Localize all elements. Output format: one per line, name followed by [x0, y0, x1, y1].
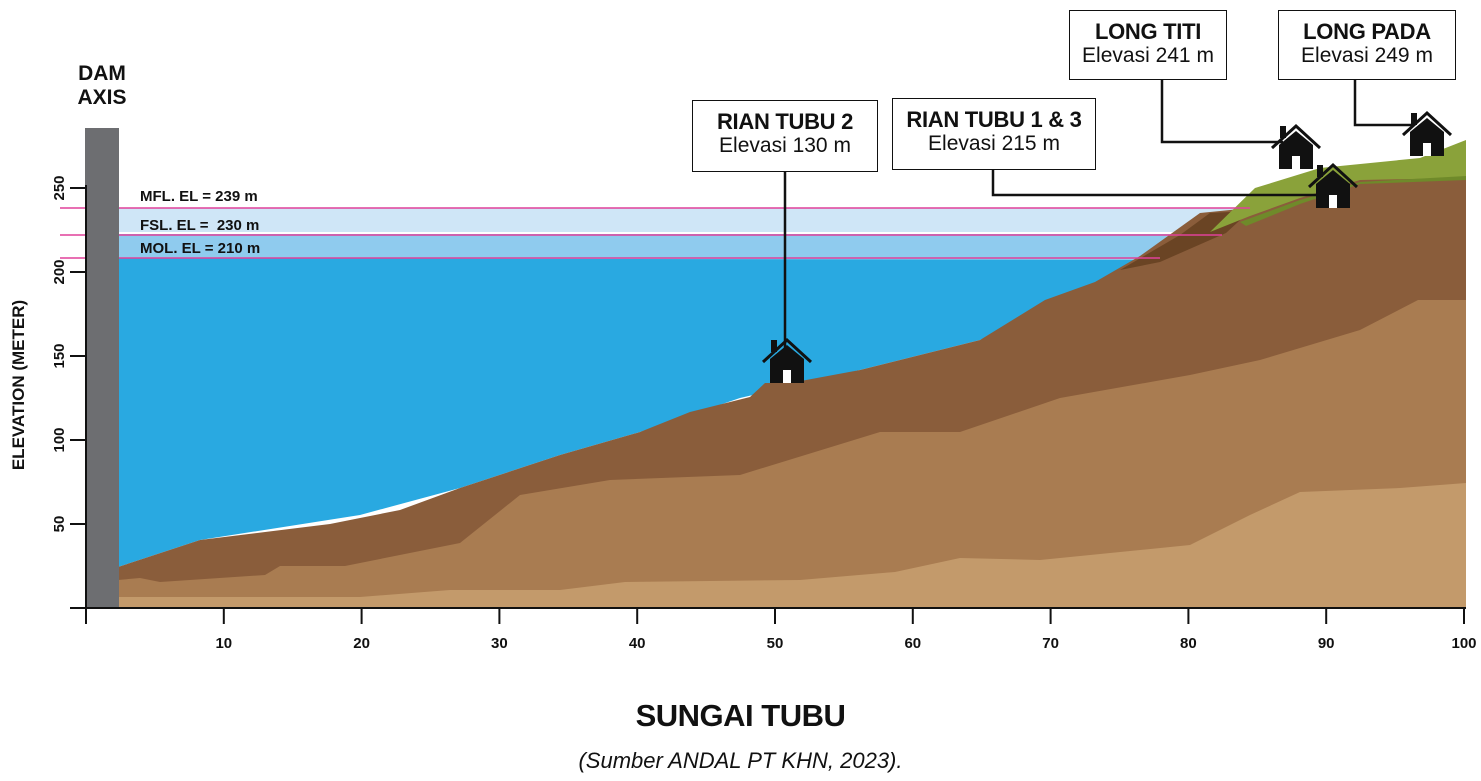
- x-tick-label: 40: [629, 635, 646, 652]
- leader-long-pada: [1353, 80, 1412, 127]
- reservoir-water: [118, 258, 1140, 567]
- x-tick-label: 80: [1180, 635, 1197, 652]
- x-tick-label: 20: [353, 635, 370, 652]
- dam-axis-label-line1: DAM: [78, 62, 126, 85]
- source-caption: (Sumber ANDAL PT KHN, 2023).: [578, 748, 903, 773]
- mol-label: MOL. EL = 210 m: [140, 240, 260, 257]
- settlement-elevation: Elevasi 130 m: [719, 134, 851, 158]
- settlement-name: LONG PADA: [1303, 19, 1431, 44]
- y-axis-label: ELEVATION (METER): [9, 300, 28, 470]
- y-axis-ticks: 50 100 150 200 250: [51, 175, 86, 609]
- settlement-elevation: Elevasi 215 m: [928, 132, 1060, 156]
- settlement-elevation: Elevasi 249 m: [1301, 44, 1433, 68]
- x-axis-ticks: 10 20 30 40 50 60 70 80 90 100: [85, 608, 1477, 652]
- x-tick-label: 10: [215, 635, 232, 652]
- leader-long-titi: [1160, 80, 1283, 144]
- callout-rian-tubu-1-3: RIAN TUBU 1 & 3 Elevasi 215 m: [892, 98, 1096, 170]
- x-tick-label: 100: [1451, 635, 1476, 652]
- house-icon: [1401, 110, 1453, 156]
- soil-layer-bottom: [118, 483, 1466, 608]
- x-tick-label: 60: [904, 635, 921, 652]
- settlement-name: RIAN TUBU 1 & 3: [906, 107, 1082, 132]
- house-icon: [761, 337, 813, 383]
- y-tick-label: 200: [51, 259, 68, 284]
- leader-rian-tubu-1-3: [991, 170, 1325, 197]
- house-icon: [1270, 123, 1322, 169]
- y-tick-label: 150: [51, 343, 68, 368]
- diagram-title: SUNGAI TUBU: [635, 698, 846, 733]
- y-tick-label: 100: [51, 427, 68, 452]
- x-tick-label: 70: [1042, 635, 1059, 652]
- y-tick-label: 50: [51, 516, 68, 533]
- callout-long-pada: LONG PADA Elevasi 249 m: [1278, 10, 1456, 80]
- x-tick-label: 50: [767, 635, 784, 652]
- x-tick-label: 90: [1318, 635, 1335, 652]
- mfl-label: MFL. EL = 239 m: [140, 188, 258, 205]
- callout-rian-tubu-2: RIAN TUBU 2 Elevasi 130 m: [692, 100, 878, 172]
- grass-shade: [1240, 176, 1466, 226]
- dam-axis-label: DAM AXIS: [66, 62, 138, 110]
- settlement-name: RIAN TUBU 2: [716, 109, 854, 134]
- y-tick-label: 250: [51, 175, 68, 200]
- x-tick-label: 30: [491, 635, 508, 652]
- house-icon: [1307, 162, 1359, 208]
- callout-long-titi: LONG TITI Elevasi 241 m: [1069, 10, 1227, 80]
- mfl-band: [118, 208, 1246, 232]
- fsl-label: FSL. EL = 230 m: [140, 217, 259, 234]
- dam-axis-bar: [85, 128, 119, 608]
- soil-layer-middle: [118, 300, 1466, 608]
- settlement-name: LONG TITI: [1094, 19, 1202, 44]
- settlement-elevation: Elevasi 241 m: [1082, 44, 1214, 68]
- fsl-band: [118, 234, 1222, 262]
- dam-axis-label-line2: AXIS: [77, 86, 127, 110]
